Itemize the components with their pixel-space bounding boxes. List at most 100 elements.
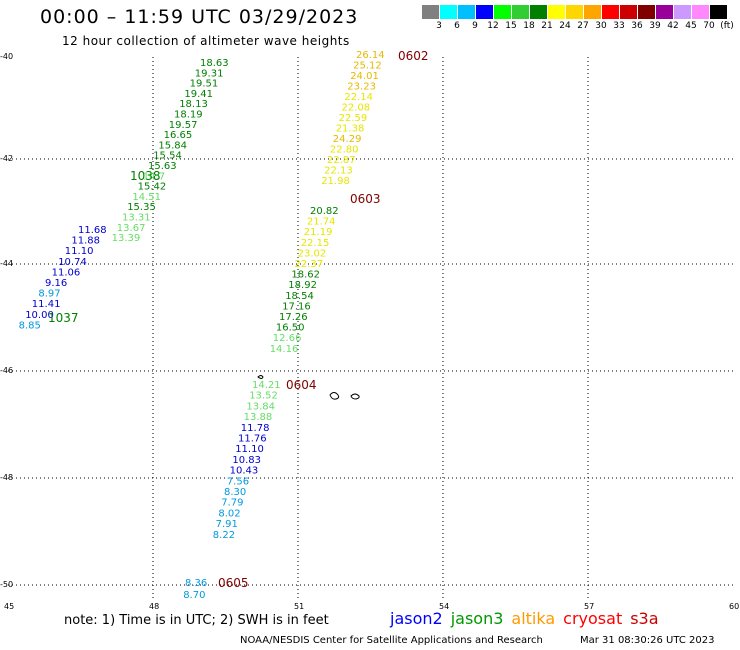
wave-height-value: 23.23 (347, 82, 376, 93)
generation-timestamp: Mar 31 08:30:26 UTC 2023 (580, 635, 715, 646)
lat-tick-label: -42 (0, 154, 14, 163)
wave-height-value: 8.22 (213, 530, 235, 541)
satellite-track: 18.6319.3119.5119.4118.1318.1919.5716.65… (112, 58, 229, 244)
map-title: 00:00 – 11:59 UTC 03/29/2023 (40, 6, 359, 28)
wave-height-value: 19.57 (169, 120, 198, 131)
wave-height-value: 21.74 (307, 217, 336, 228)
wave-height-value: 18.19 (174, 110, 203, 121)
color-scale-label: 27 (577, 21, 589, 31)
wave-height-value: 8.97 (38, 289, 60, 300)
wave-height-value: 25.12 (353, 61, 382, 72)
satellite-name: cryosat (563, 609, 623, 628)
color-swatch (584, 5, 601, 19)
wave-height-value: 10.74 (58, 257, 87, 268)
lon-tick-label: 57 (584, 602, 595, 611)
wave-height-value: 12.66 (273, 333, 302, 344)
color-swatch (602, 5, 619, 19)
wave-height-value: 13.31 (122, 213, 151, 224)
color-scale-label: (ft) (720, 21, 734, 31)
color-swatch (692, 5, 709, 19)
wave-height-value: 14.51 (132, 192, 161, 203)
wave-height-value: 15.63 (148, 161, 177, 172)
color-swatch (512, 5, 529, 19)
island-outline (257, 375, 360, 400)
wave-height-value: 18.13 (179, 99, 208, 110)
wave-height-value: 18.92 (288, 280, 317, 291)
satellite-track: 26.1425.1224.0123.2322.1422.0822.5921.38… (321, 49, 428, 187)
wave-height-value: 26.14 (356, 50, 385, 61)
color-scale-label: 36 (631, 21, 643, 31)
color-scale-label: 70 (703, 21, 715, 31)
satellite-track: 14.2113.5213.8413.8811.7811.7611.1010.83… (213, 378, 317, 541)
lat-tick-label: -46 (0, 366, 14, 375)
color-scale-label: 33 (613, 21, 625, 31)
wave-height-value: 19.51 (190, 79, 219, 90)
wave-height-value: 7.91 (216, 519, 238, 530)
island-shape (257, 375, 264, 379)
wave-height-value: 16.50 (276, 323, 305, 334)
color-swatch (566, 5, 583, 19)
wave-height-value: 13.39 (112, 233, 141, 244)
color-scale-label: 18 (523, 21, 535, 31)
wave-height-value: 13.67 (117, 223, 146, 234)
color-swatch (620, 5, 637, 19)
track-time-label: 1038 (130, 169, 161, 183)
wave-height-value: 11.78 (241, 423, 270, 434)
lat-tick-label: -40 (0, 52, 14, 61)
color-scale-label: 3 (436, 21, 442, 31)
wave-height-value: 8.85 (19, 320, 41, 331)
wave-height-value: 11.68 (78, 225, 107, 236)
satellite-track: 20.8221.7421.1922.1523.0222.3718.6218.92… (270, 192, 381, 355)
wave-height-value: 7.56 (227, 476, 249, 487)
satellite-track: 8.368.70 0605 (183, 576, 248, 601)
track-time-label: 0603 (350, 192, 381, 206)
wave-height-value: 18.63 (200, 58, 229, 69)
wave-height-value: 10.00 (25, 310, 54, 321)
wave-height-value: 14.16 (270, 344, 299, 355)
satellite-name: jason2 (390, 609, 443, 628)
color-scale-label: 45 (685, 21, 697, 31)
color-swatch (494, 5, 511, 19)
wave-height-value: 22.08 (342, 103, 371, 114)
wave-height-value: 7.79 (221, 498, 243, 509)
wave-height-value: 22.14 (344, 92, 373, 103)
wave-height-value: 11.10 (235, 444, 264, 455)
wave-height-value: 14.21 (252, 380, 281, 391)
color-swatch (440, 5, 457, 19)
track-time-label: 0602 (398, 49, 429, 63)
color-scale-label: 39 (649, 21, 661, 31)
wave-height-value: 15.84 (158, 140, 187, 151)
color-swatch (530, 5, 547, 19)
wave-height-value: 17.26 (279, 312, 308, 323)
credit-line: NOAA/NESDIS Center for Satellite Applica… (240, 635, 543, 646)
color-swatch (476, 5, 493, 19)
color-scale-label: 24 (559, 21, 571, 31)
satellite-name: s3a (630, 609, 659, 628)
lon-tick-label: 45 (4, 602, 15, 611)
wave-height-value: 11.88 (71, 236, 100, 247)
wave-height-value: 13.84 (246, 401, 275, 412)
wave-height-value: 11.10 (65, 246, 94, 257)
wave-height-value: 23.02 (298, 248, 327, 259)
color-swatch (656, 5, 673, 19)
wave-height-value: 21.38 (336, 124, 365, 135)
wave-height-value: 22.87 (327, 155, 356, 166)
color-swatch (638, 5, 655, 19)
wave-height-value: 13.52 (249, 391, 278, 402)
wave-height-value: 16.65 (164, 130, 193, 141)
lat-tick-label: -44 (0, 259, 14, 268)
lon-tick-label: 48 (149, 602, 160, 611)
satellite-tracks: 18.6319.3119.5119.4118.1318.1919.5716.65… (19, 49, 429, 601)
wave-height-value: 15.35 (127, 202, 156, 213)
wave-height-value: 19.41 (184, 89, 213, 100)
wave-height-value: 24.29 (333, 134, 362, 145)
color-swatch (710, 5, 727, 19)
lat-tick-label: -48 (0, 473, 14, 482)
color-scale-label: 42 (667, 21, 679, 31)
wave-height-value: 17.16 (282, 301, 311, 312)
track-time-label: 0604 (286, 378, 317, 392)
wave-height-value: 11.76 (238, 434, 267, 445)
color-swatch (548, 5, 565, 19)
wave-height-value: 21.19 (304, 227, 333, 238)
